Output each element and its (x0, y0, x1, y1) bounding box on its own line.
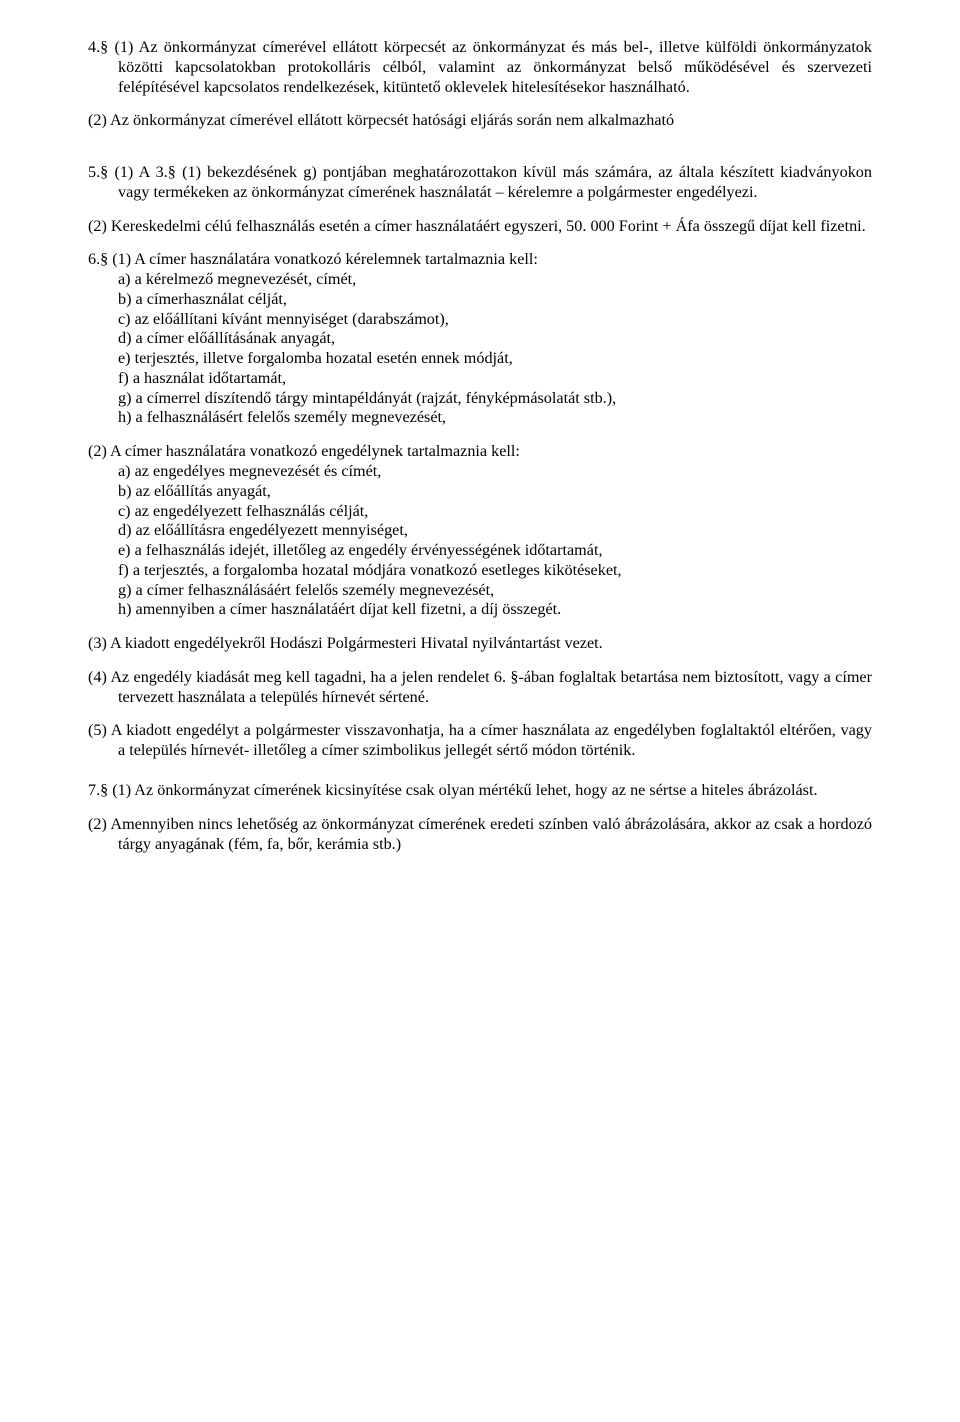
section-6-1-list: a) a kérelmező megnevezését, címét, b) a… (88, 270, 872, 428)
section-5-1: 5.§ (1) A 3.§ (1) bekezdésének g) pontjá… (88, 163, 872, 203)
list-item: d) az előállításra engedélyezett mennyis… (118, 521, 872, 541)
list-item: a) az engedélyes megnevezését és címét, (118, 462, 872, 482)
section-5-2: (2) Kereskedelmi célú felhasználás eseté… (88, 217, 872, 237)
section-6-4: (4) Az engedély kiadását meg kell tagadn… (88, 668, 872, 708)
section-6-5: (5) A kiadott engedélyt a polgármester v… (88, 721, 872, 761)
list-item: f) a használat időtartamát, (118, 369, 872, 389)
section-7-1: 7.§ (1) Az önkormányzat címerének kicsin… (88, 781, 872, 801)
list-item: b) a címerhasználat célját, (118, 290, 872, 310)
list-item: h) a felhasználásért felelős személy meg… (118, 408, 872, 428)
list-item: e) a felhasználás idejét, illetőleg az e… (118, 541, 872, 561)
list-item: e) terjesztés, illetve forgalomba hozata… (118, 349, 872, 369)
list-item: g) a címer felhasználásáért felelős szem… (118, 581, 872, 601)
section-4-2: (2) Az önkormányzat címerével ellátott k… (88, 111, 872, 131)
section-6-2-list: a) az engedélyes megnevezését és címét, … (88, 462, 872, 620)
list-item: c) az engedélyezett felhasználás célját, (118, 502, 872, 522)
list-item: f) a terjesztés, a forgalomba hozatal mó… (118, 561, 872, 581)
list-item: a) a kérelmező megnevezését, címét, (118, 270, 872, 290)
section-7-2: (2) Amennyiben nincs lehetőség az önkorm… (88, 815, 872, 855)
list-item: c) az előállítani kívánt mennyiséget (da… (118, 310, 872, 330)
section-4-1: 4.§ (1) Az önkormányzat címerével elláto… (88, 38, 872, 97)
section-6-3: (3) A kiadott engedélyekről Hodászi Polg… (88, 634, 872, 654)
list-item: d) a címer előállításának anyagát, (118, 329, 872, 349)
list-item: b) az előállítás anyagát, (118, 482, 872, 502)
list-item: h) amennyiben a címer használatáért díja… (118, 600, 872, 620)
section-6-2-lead: (2) A címer használatára vonatkozó enged… (88, 442, 872, 462)
list-item: g) a címerrel díszítendő tárgy mintapéld… (118, 389, 872, 409)
section-6-1-lead: 6.§ (1) A címer használatára vonatkozó k… (88, 250, 872, 270)
